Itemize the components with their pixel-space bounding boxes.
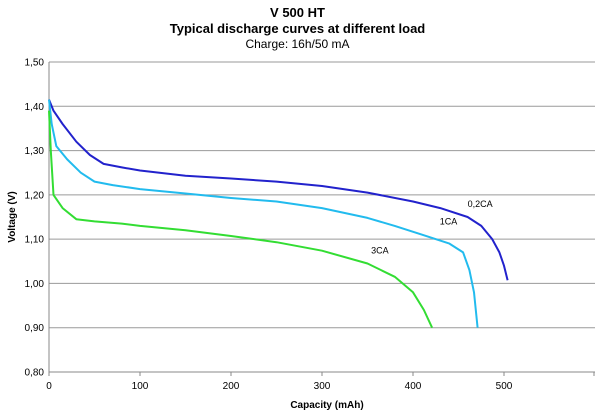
x-tick-label: 100 — [132, 381, 149, 392]
series-line-2 — [48, 110, 434, 329]
y-tick-label: 1,30 — [25, 146, 45, 157]
y-tick-label: 0,80 — [25, 368, 45, 379]
y-tick-label: 1,10 — [25, 235, 45, 246]
series-label-2: 3CA — [371, 246, 389, 256]
series-line-1 — [48, 99, 479, 328]
series-label-0: 0,2CA — [468, 199, 493, 209]
x-tick-label: 500 — [496, 381, 513, 392]
y-axis-label: Voltage (V) — [7, 191, 18, 242]
x-tick-label: 400 — [405, 381, 422, 392]
x-tick-label: 0 — [46, 381, 52, 392]
series-label-1: 1CA — [440, 217, 458, 227]
y-tick-label: 1,00 — [25, 279, 45, 290]
y-tick-label: 1,20 — [25, 190, 45, 201]
chart-title: V 500 HT — [270, 5, 325, 20]
x-tick-label: 300 — [314, 381, 331, 392]
chart-charge-note: Charge: 16h/50 mA — [245, 37, 350, 51]
series-line-0 — [48, 99, 509, 281]
x-axis-label: Capacity (mAh) — [290, 400, 363, 411]
y-tick-label: 0,90 — [25, 323, 45, 334]
y-tick-label: 1,50 — [25, 58, 45, 69]
plot-area — [49, 62, 595, 372]
chart-subtitle: Typical discharge curves at different lo… — [169, 21, 426, 36]
y-tick-label: 1,40 — [25, 102, 45, 113]
x-tick-label: 200 — [223, 381, 240, 392]
